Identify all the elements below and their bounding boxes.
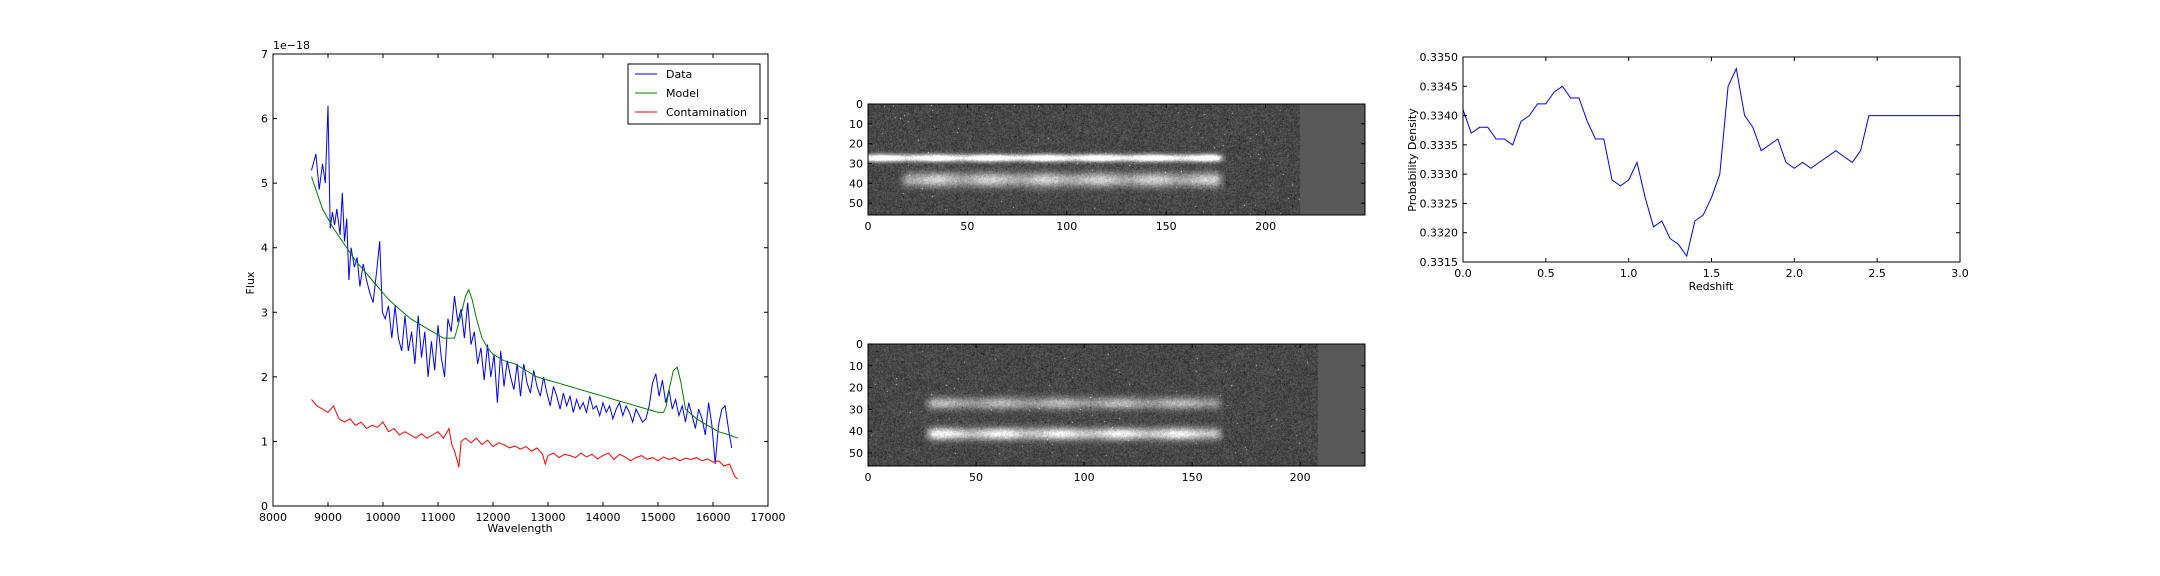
spectrum-y-tick-label: 1 <box>261 435 268 448</box>
spectrum-series-model <box>311 176 738 439</box>
redshift-x-tick-label: 3.0 <box>1951 267 1969 280</box>
image-bottom-y-tick-label: 20 <box>849 382 863 395</box>
image-bottom-x-tick-label: 200 <box>1290 471 1311 484</box>
legend-label-data: Data <box>666 68 692 81</box>
redshift-series-p-z- <box>1463 67 1960 258</box>
spectrum-series-contamination <box>311 399 739 480</box>
redshift-y-tick-label: 0.3330 <box>1420 168 1459 181</box>
image-top-y-tick-label: 10 <box>849 118 863 131</box>
spectrum-x-tick-label: 16000 <box>696 511 731 524</box>
image-bottom-x-tick-label: 150 <box>1182 471 1203 484</box>
spectrum-x-tick-label: 15000 <box>641 511 676 524</box>
spectrum-series-data <box>311 105 733 465</box>
legend-label-model: Model <box>666 87 699 100</box>
image-bottom-x-tick-label: 100 <box>1074 471 1095 484</box>
legend: Data Model Contamination <box>627 63 761 125</box>
spectrum-y-tick-label: 5 <box>261 177 268 190</box>
redshift-y-tick-label: 0.3350 <box>1420 51 1459 64</box>
legend-label-contamination: Contamination <box>666 106 747 119</box>
spectrum-x-axis-label: Wavelength <box>487 522 552 535</box>
image-top-y-tick-label: 20 <box>849 138 863 151</box>
spectrum-axes-frame <box>272 53 769 507</box>
spectrum-y-tick-label: 4 <box>261 242 268 255</box>
redshift-panel: 0.0 0.5 1.0 1.5 2.0 2.5 3.0 0.3315 0.3320 0.3325 0… <box>1406 51 1969 293</box>
redshift-axes-frame <box>1462 56 1961 263</box>
image-bottom-x-tick-label: 50 <box>969 471 983 484</box>
redshift-y-tick-label: 0.3345 <box>1420 80 1459 93</box>
image-top-x-tick-label: 100 <box>1056 220 1077 233</box>
spectrum-image-bottom <box>868 344 1365 466</box>
image-bottom-y-tick-label: 30 <box>849 403 863 416</box>
redshift-x-tick-label: 0.5 <box>1537 267 1555 280</box>
image-top-x-tick-label: 200 <box>1255 220 1276 233</box>
spectrum-x-tick-label: 8000 <box>259 511 287 524</box>
image-top-y-tick-label: 0 <box>856 98 863 111</box>
spectrum-panel: 8000 9000 10000 11000 12000 13000 14000 15000 16… <box>244 39 786 535</box>
image-bottom-y-tick-label: 0 <box>856 338 863 351</box>
spectrum-y-tick-label: 2 <box>261 371 268 384</box>
redshift-x-tick-label: 0.0 <box>1454 267 1472 280</box>
spectrum-x-tick-label: 13000 <box>531 511 566 524</box>
image-top-y-tick-label: 50 <box>849 197 863 210</box>
spectrum-offset-label: 1e−18 <box>273 39 310 52</box>
image-top-y-tick-label: 30 <box>849 157 863 170</box>
spectrum-image-top <box>868 104 1365 215</box>
spectrum-x-tick-label: 10000 <box>366 511 401 524</box>
spectrum-x-tick-label: 17000 <box>751 511 786 524</box>
image-top-axes-frame <box>867 103 1366 216</box>
image-bottom-y-tick-label: 50 <box>849 447 863 460</box>
redshift-y-axis-label: Probability Density <box>1406 108 1419 212</box>
redshift-x-tick-label: 1.0 <box>1620 267 1638 280</box>
redshift-x-tick-label: 2.5 <box>1868 267 1886 280</box>
redshift-x-tick-label: 1.5 <box>1703 267 1721 280</box>
redshift-y-tick-label: 0.3320 <box>1420 227 1459 240</box>
redshift-y-tick-label: 0.3335 <box>1420 139 1459 152</box>
redshift-y-tick-label: 0.3315 <box>1420 256 1459 269</box>
spectrum-plot-area <box>311 105 739 480</box>
spectrum-y-axis-label: Flux <box>244 271 257 294</box>
spectrum-y-tick-label: 3 <box>261 306 268 319</box>
spectrum-x-tick-label: 14000 <box>586 511 621 524</box>
image-bottom-pixels <box>868 344 1365 466</box>
redshift-x-tick-label: 2.0 <box>1786 267 1804 280</box>
spectrum-x-tick-label: 9000 <box>314 511 342 524</box>
image-bottom-axes-frame <box>867 343 1366 467</box>
image-top-x-tick-label: 50 <box>960 220 974 233</box>
redshift-ticks: 0.0 0.5 1.0 1.5 2.0 2.5 3.0 0.3315 0.3320 0.3325 0… <box>1420 51 1969 280</box>
image-top-pixels <box>868 104 1365 215</box>
image-bottom-y-tick-label: 10 <box>849 360 863 373</box>
redshift-plot-area <box>1463 67 1960 258</box>
image-top-x-tick-label: 150 <box>1156 220 1177 233</box>
image-bottom-y-tick-label: 40 <box>849 425 863 438</box>
spectrum-x-tick-label: 11000 <box>421 511 456 524</box>
image-bottom-x-tick-label: 0 <box>865 471 872 484</box>
image-top-y-tick-label: 40 <box>849 177 863 190</box>
spectrum-y-tick-label: 0 <box>261 500 268 513</box>
redshift-y-tick-label: 0.3340 <box>1420 110 1459 123</box>
spectrum-x-tick-label: 12000 <box>476 511 511 524</box>
image-top-x-tick-label: 0 <box>865 220 872 233</box>
spectrum-y-tick-label: 7 <box>261 48 268 61</box>
spectrum-ticks: 8000 9000 10000 11000 12000 13000 14000 15000 16… <box>259 48 786 524</box>
redshift-y-tick-label: 0.3325 <box>1420 197 1459 210</box>
redshift-x-axis-label: Redshift <box>1689 280 1734 293</box>
spectrum-y-tick-label: 6 <box>261 113 268 126</box>
